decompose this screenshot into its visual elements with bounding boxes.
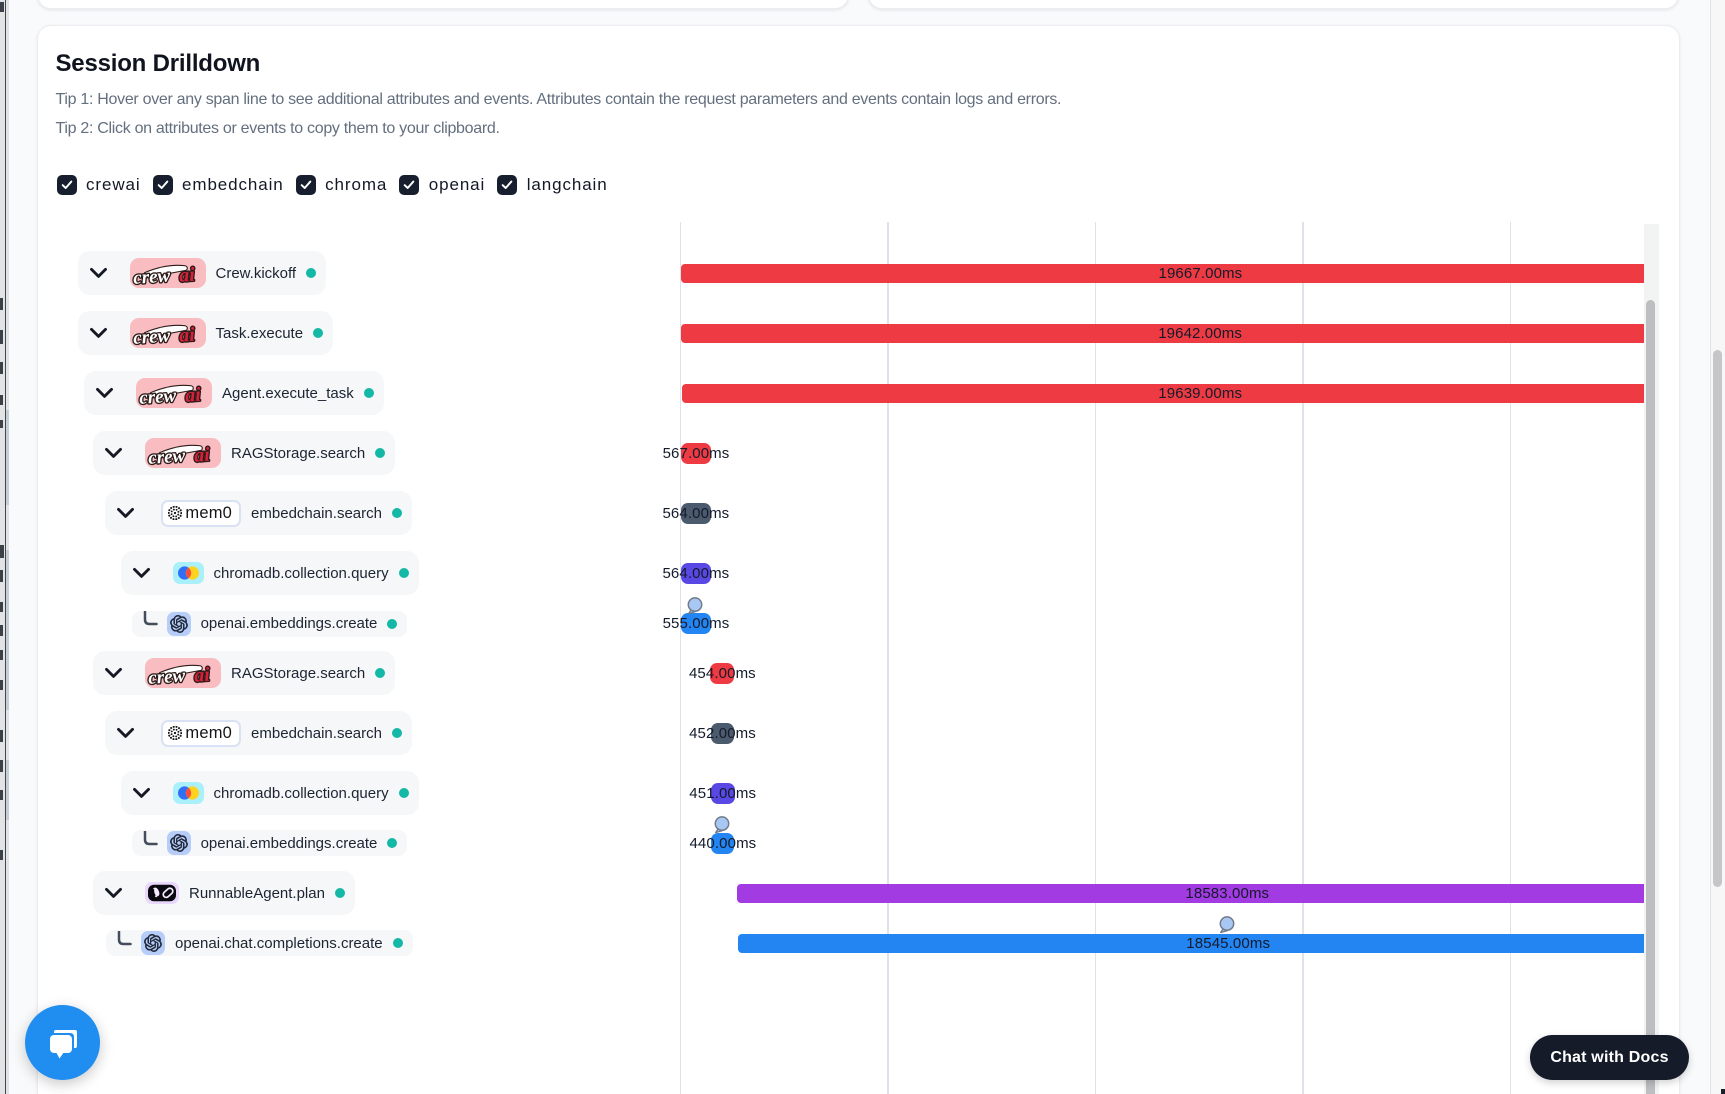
svg-text:crew: crew [148,665,187,688]
svg-text:ai: ai [178,324,195,347]
svg-text:crew: crew [139,385,178,408]
svg-text:crew: crew [132,325,171,348]
svg-text:ai: ai [184,384,201,407]
svg-text:ai: ai [178,264,195,287]
svg-text:crew: crew [132,265,171,288]
svg-text:crew: crew [148,445,187,468]
svg-text:ai: ai [193,664,210,687]
svg-text:ai: ai [193,444,210,467]
